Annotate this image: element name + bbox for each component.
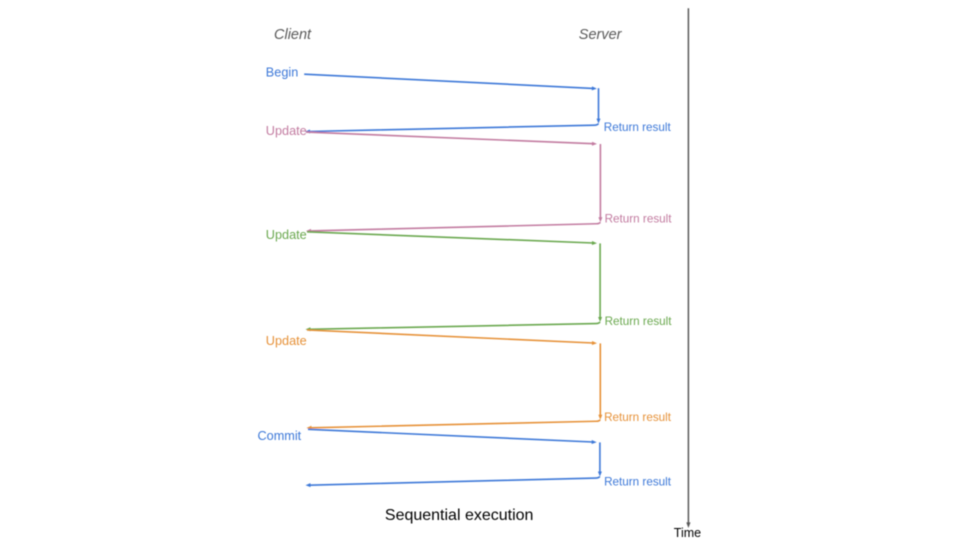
svg-text:Commit: Commit xyxy=(258,429,302,443)
svg-text:Update: Update xyxy=(266,334,307,348)
svg-text:Client: Client xyxy=(274,27,312,43)
svg-text:Return result: Return result xyxy=(604,476,672,489)
svg-text:Begin: Begin xyxy=(266,65,298,79)
svg-text:Sequential execution: Sequential execution xyxy=(385,507,534,524)
svg-text:Return result: Return result xyxy=(605,212,673,225)
svg-text:Server: Server xyxy=(579,27,623,43)
svg-text:Return result: Return result xyxy=(604,411,672,424)
svg-text:Return result: Return result xyxy=(605,315,673,328)
svg-text:Time: Time xyxy=(674,526,701,540)
svg-text:Return result: Return result xyxy=(604,121,672,134)
svg-text:Update: Update xyxy=(266,124,307,138)
svg-text:Update: Update xyxy=(266,228,307,242)
